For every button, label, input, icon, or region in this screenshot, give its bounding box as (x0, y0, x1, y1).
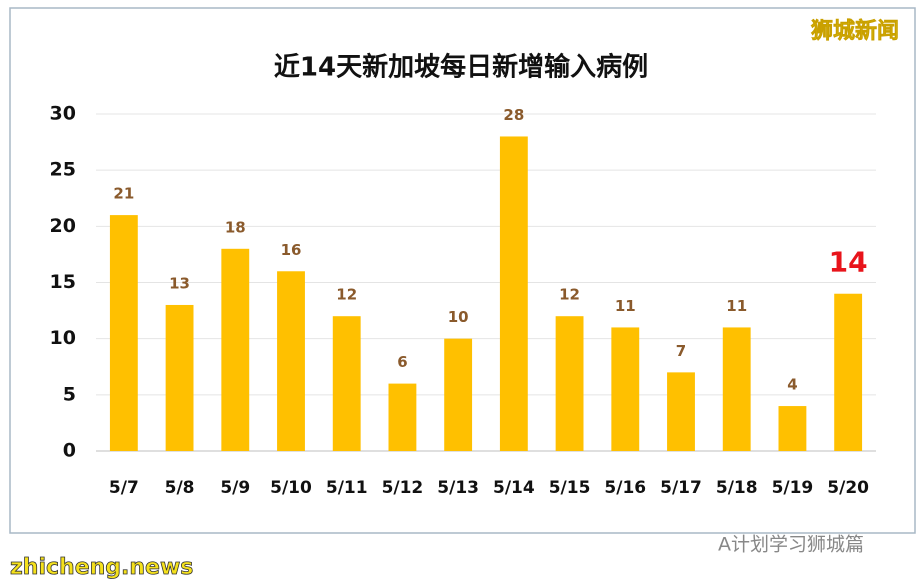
bar (555, 316, 584, 451)
value-label: 7 (676, 342, 686, 360)
y-tick-label: 15 (50, 271, 76, 293)
y-tick-label: 30 (50, 103, 76, 125)
x-tick-label: 5/20 (827, 478, 869, 498)
brand-watermark: 狮城新闻 (811, 18, 899, 44)
bar (722, 327, 751, 451)
bar (277, 271, 305, 451)
site-watermark: zhicheng.news (10, 555, 193, 580)
bar (834, 293, 863, 451)
bar (109, 215, 138, 451)
x-tick-label: 5/16 (604, 478, 646, 498)
x-tick-label: 5/7 (109, 478, 139, 498)
value-label: 10 (448, 308, 469, 326)
x-tick-label: 5/17 (660, 478, 702, 498)
value-label: 14 (829, 246, 868, 279)
bar (667, 372, 695, 451)
value-label: 21 (113, 185, 134, 203)
x-tick-label: 5/18 (716, 478, 758, 498)
chart-title: 近14天新加坡每日新增输入病例 (274, 52, 648, 83)
x-tick-label: 5/19 (772, 478, 814, 498)
y-tick-label: 10 (50, 327, 76, 349)
bar (499, 136, 528, 451)
bar (444, 338, 473, 451)
x-tick-label: 5/11 (326, 478, 368, 498)
value-label: 16 (281, 241, 302, 259)
x-tick-label: 5/12 (382, 478, 424, 498)
bar (611, 327, 640, 451)
value-label: 12 (559, 286, 580, 304)
x-tick-label: 5/15 (549, 478, 591, 498)
y-tick-label: 0 (63, 440, 76, 462)
x-tick-label: 5/8 (165, 478, 195, 498)
bar (388, 383, 417, 451)
value-label: 18 (225, 218, 246, 236)
x-tick-label: 5/9 (220, 478, 250, 498)
account-watermark: A计划学习狮城篇 (718, 534, 864, 556)
chart-frame (9, 7, 916, 534)
x-tick-label: 5/13 (437, 478, 479, 498)
bar (221, 248, 250, 451)
bar (332, 316, 361, 451)
y-tick-label: 5 (63, 383, 76, 405)
x-tick-label: 5/14 (493, 478, 535, 498)
y-tick-label: 25 (50, 159, 76, 181)
y-tick-label: 20 (50, 215, 76, 237)
value-label: 4 (787, 376, 797, 394)
bar (778, 406, 807, 451)
value-label: 6 (397, 353, 407, 371)
value-label: 12 (336, 286, 357, 304)
bar (165, 304, 194, 451)
value-label: 13 (169, 274, 190, 292)
value-label: 28 (503, 106, 524, 124)
x-tick-label: 5/10 (270, 478, 312, 498)
value-label: 11 (615, 297, 636, 315)
value-label: 11 (726, 297, 747, 315)
